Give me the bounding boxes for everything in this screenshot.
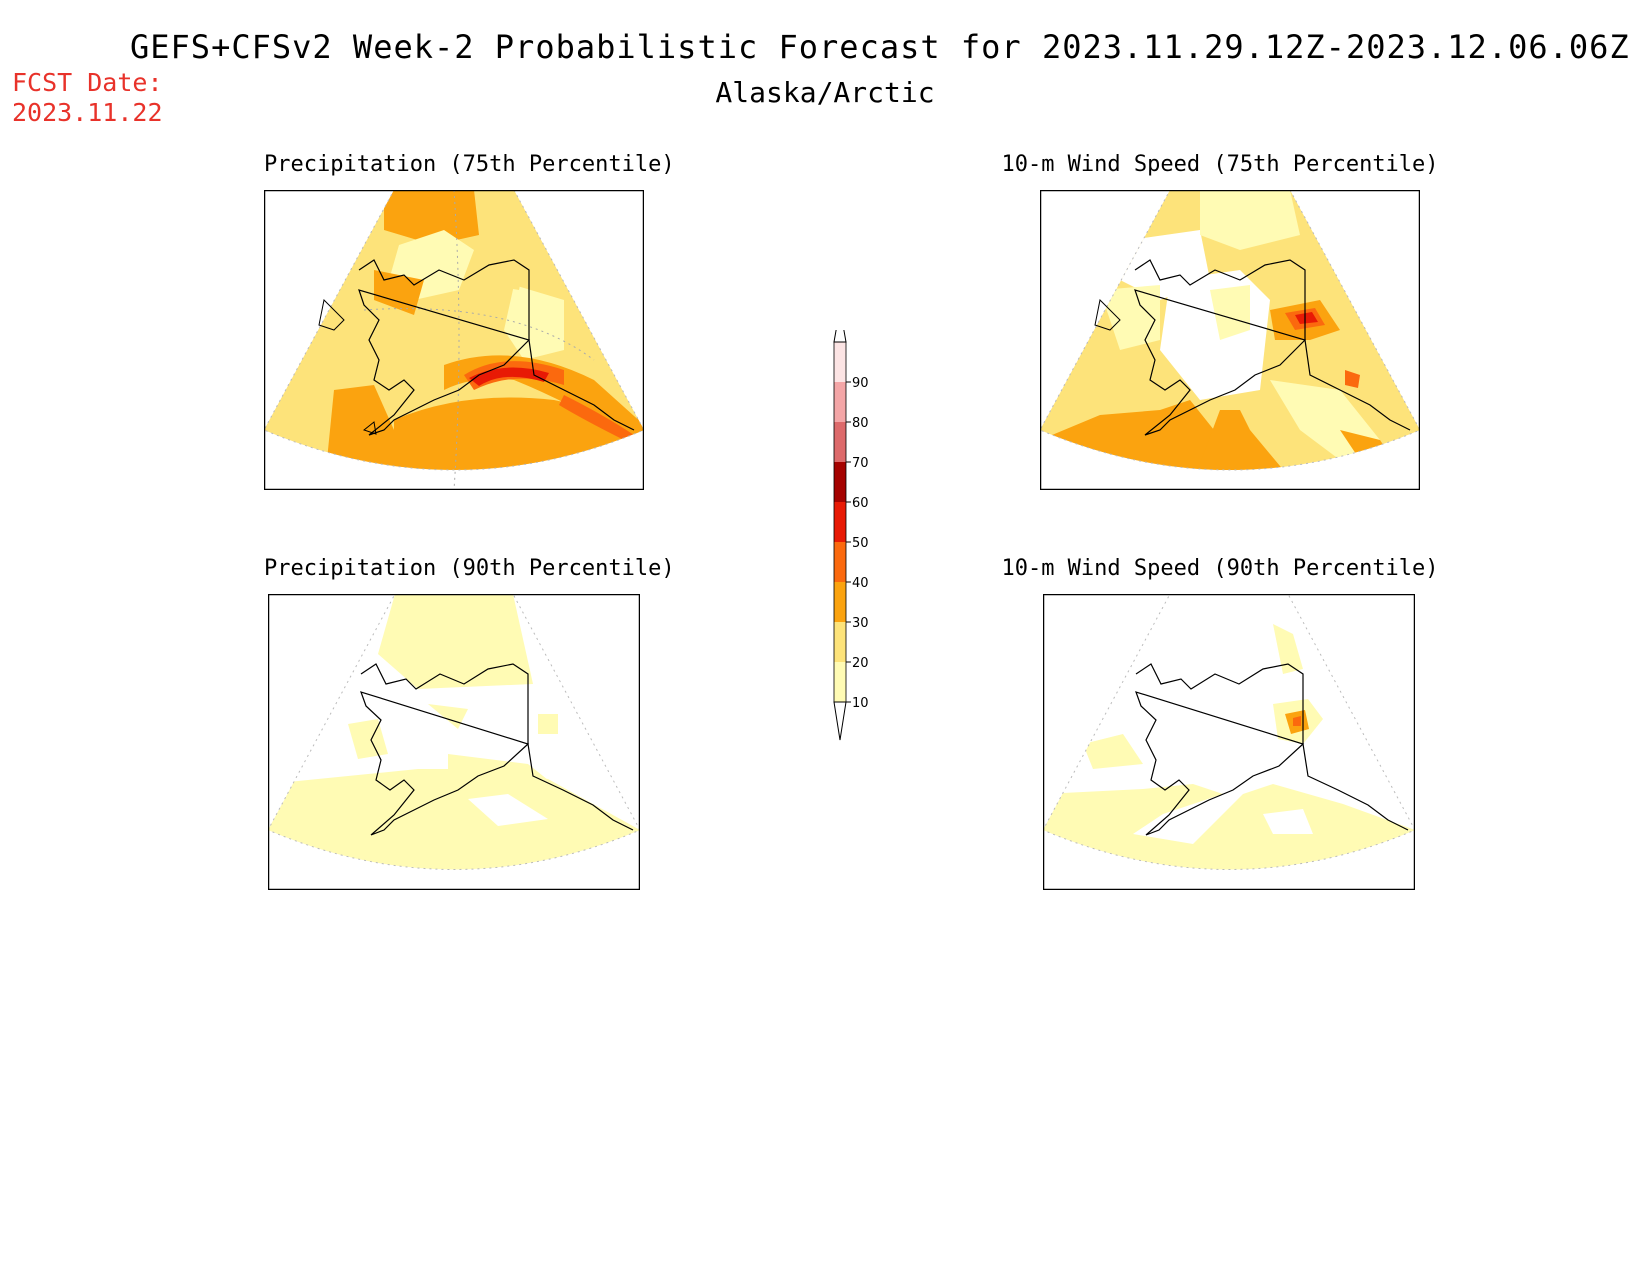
colorbar-swatch: [834, 422, 846, 462]
panel-title-wind-90: 10-m Wind Speed (90th Percentile): [1001, 556, 1439, 581]
colorbar-tick-label: 70: [852, 456, 869, 471]
colorbar-tick-label: 60: [852, 496, 869, 511]
colorbar-swatch: [834, 502, 846, 542]
map-wind-75: [1040, 190, 1420, 490]
colorbar: 10 20 30 40 50 60 70 80 90: [833, 307, 869, 741]
region-subtitle: Alaska/Arctic: [715, 76, 935, 109]
colorbar-tick-label: 90: [852, 376, 869, 391]
colorbar-tick-label: 50: [852, 536, 869, 551]
map-wind-90: [1043, 594, 1415, 890]
colorbar-swatch: [834, 382, 846, 422]
colorbar-swatch: [834, 582, 846, 622]
fcst-date: 2023.11.22: [12, 98, 163, 127]
panel-title-precip-90: Precipitation (90th Percentile): [264, 556, 675, 581]
colorbar-tick-label: 80: [852, 416, 869, 431]
colorbar-legend: 10 20 30 40 50 60 70 80 90: [830, 307, 910, 754]
figure-title: GEFS+CFSv2 Week-2 Probabilistic Forecast…: [130, 28, 1630, 66]
colorbar-tick-label: 20: [852, 656, 869, 671]
colorbar-swatch: [834, 342, 846, 382]
map-precip-75: [264, 190, 644, 490]
colorbar-swatch: [834, 662, 846, 702]
map-precip-90: [268, 594, 640, 890]
colorbar-tick-label: 30: [852, 616, 869, 631]
colorbar-swatch: [834, 622, 846, 662]
forecast-date-label: FCST Date: 2023.11.22: [12, 68, 163, 128]
fcst-label: FCST Date:: [12, 68, 163, 97]
colorbar-top-cap: [833, 307, 847, 343]
colorbar-tick-label: 10: [852, 696, 869, 711]
colorbar-bottom-cap: [833, 701, 847, 741]
panel-title-precip-75: Precipitation (75th Percentile): [264, 152, 675, 177]
panel-title-wind-75: 10-m Wind Speed (75th Percentile): [1001, 152, 1439, 177]
colorbar-tick-label: 40: [852, 576, 869, 591]
colorbar-swatch: [834, 462, 846, 502]
colorbar-swatch: [834, 542, 846, 582]
